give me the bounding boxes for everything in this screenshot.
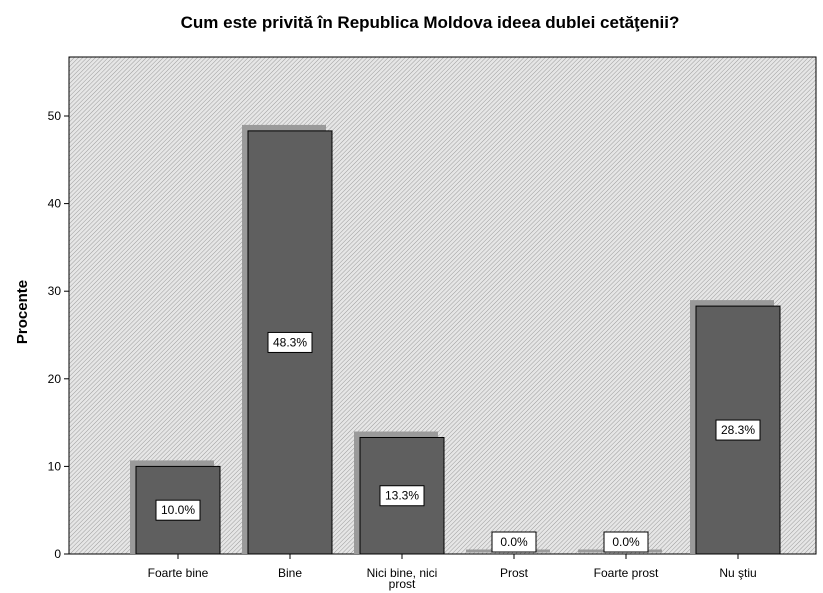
x-axis: Foarte bine Bine Nici bine, nici prost Prost…	[148, 554, 757, 591]
category-label: Nu ştiu	[719, 566, 756, 580]
data-label: 48.3%	[273, 335, 307, 349]
y-tick-label: 50	[48, 109, 62, 123]
data-label-box	[379, 485, 425, 507]
data-label-box	[491, 531, 537, 553]
data-label: 10.0%	[161, 503, 195, 517]
category-label: Bine	[278, 566, 302, 580]
data-label-box	[603, 531, 649, 553]
y-tick-label: 0	[54, 547, 61, 561]
data-label-box	[715, 419, 761, 441]
y-tick-label: 20	[48, 372, 62, 386]
category-label: Nici bine, nici prost	[367, 566, 438, 591]
data-label-box	[267, 331, 313, 353]
bars: 10.0% 48.3% 13.3% 0.0% 0.0% 28.3%	[130, 124, 781, 555]
data-label: 28.3%	[721, 423, 755, 437]
data-label-box	[155, 499, 201, 521]
y-tick-label: 10	[48, 459, 62, 473]
category-label: Foarte bine	[148, 566, 209, 580]
data-label: 0.0%	[612, 535, 640, 549]
y-axis-label: Procente	[14, 280, 31, 344]
data-label: 13.3%	[385, 489, 419, 503]
y-axis: 0 10 20 30 40 50	[48, 109, 69, 561]
chart-title: Cum este privită în Republica Moldova id…	[181, 13, 680, 32]
category-label: Foarte prost	[594, 566, 659, 580]
category-label: Prost	[500, 566, 529, 580]
data-label: 0.0%	[500, 535, 528, 549]
y-tick-label: 40	[48, 197, 62, 211]
y-tick-label: 30	[48, 284, 62, 298]
